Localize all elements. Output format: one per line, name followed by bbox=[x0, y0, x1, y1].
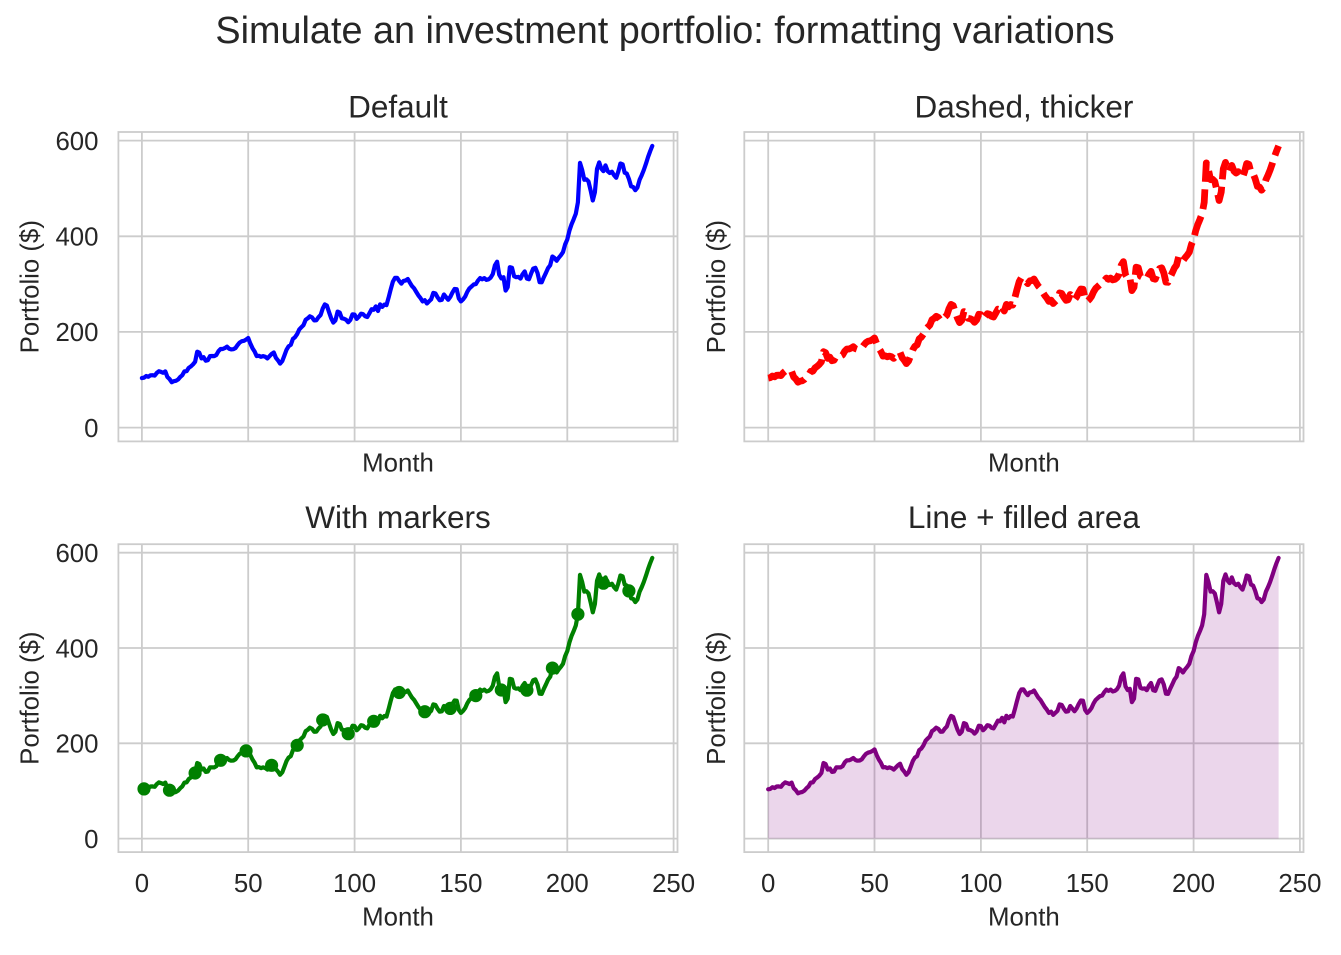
svg-text:150: 150 bbox=[1066, 870, 1109, 898]
svg-text:400: 400 bbox=[55, 224, 98, 252]
svg-text:200: 200 bbox=[55, 319, 98, 347]
svg-text:Month: Month bbox=[362, 904, 434, 932]
svg-text:0: 0 bbox=[84, 415, 98, 443]
svg-text:With markers: With markers bbox=[305, 499, 491, 535]
svg-text:200: 200 bbox=[55, 731, 98, 759]
svg-text:0: 0 bbox=[84, 826, 98, 854]
svg-text:Portfolio ($): Portfolio ($) bbox=[703, 220, 731, 353]
svg-text:Month: Month bbox=[988, 450, 1060, 478]
svg-text:Month: Month bbox=[988, 904, 1060, 932]
svg-text:150: 150 bbox=[439, 870, 482, 898]
svg-text:Month: Month bbox=[362, 450, 434, 478]
svg-text:50: 50 bbox=[860, 870, 889, 898]
svg-text:Portfolio ($): Portfolio ($) bbox=[703, 631, 731, 764]
svg-text:600: 600 bbox=[55, 540, 98, 568]
svg-text:Simulate an investment portfol: Simulate an investment portfolio: format… bbox=[215, 10, 1114, 52]
svg-text:400: 400 bbox=[55, 635, 98, 663]
svg-text:100: 100 bbox=[959, 870, 1002, 898]
svg-text:50: 50 bbox=[234, 870, 263, 898]
svg-text:200: 200 bbox=[1172, 870, 1215, 898]
svg-text:250: 250 bbox=[652, 870, 695, 898]
svg-text:Portfolio ($): Portfolio ($) bbox=[17, 631, 45, 764]
svg-text:0: 0 bbox=[761, 870, 775, 898]
svg-text:Line + filled area: Line + filled area bbox=[908, 499, 1141, 535]
svg-text:200: 200 bbox=[546, 870, 589, 898]
svg-text:100: 100 bbox=[333, 870, 376, 898]
svg-text:600: 600 bbox=[55, 128, 98, 156]
svg-text:Dashed, thicker: Dashed, thicker bbox=[914, 89, 1133, 125]
svg-text:0: 0 bbox=[135, 870, 149, 898]
svg-text:250: 250 bbox=[1278, 870, 1321, 898]
svg-text:Portfolio ($): Portfolio ($) bbox=[17, 220, 45, 353]
svg-text:Default: Default bbox=[348, 89, 448, 125]
